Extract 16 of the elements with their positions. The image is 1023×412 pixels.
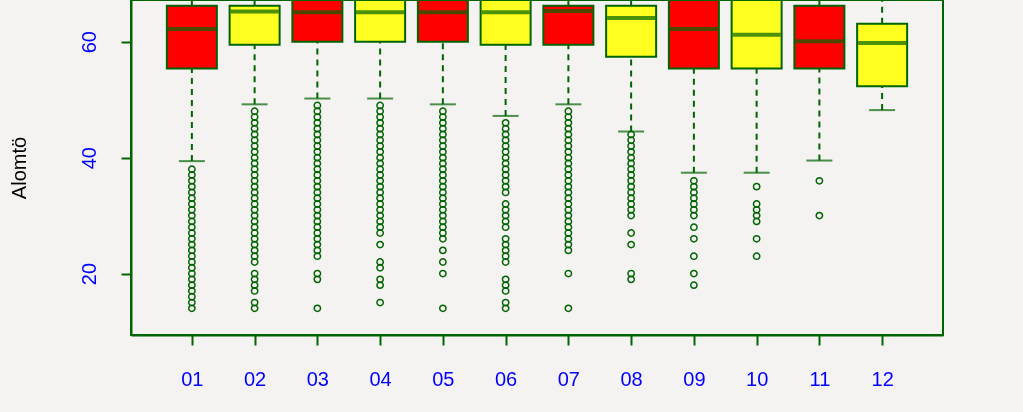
x-tick-label: 06 bbox=[495, 367, 518, 390]
y-axis-title: Alomtö bbox=[7, 136, 30, 200]
x-tick-label: 09 bbox=[683, 367, 706, 390]
y-tick-label: 20 bbox=[77, 262, 100, 286]
x-tick-label: 05 bbox=[432, 367, 455, 390]
x-tick-label: 04 bbox=[369, 367, 392, 390]
x-tick-label: 01 bbox=[181, 367, 204, 390]
x-tick-label: 03 bbox=[306, 367, 329, 390]
y-tick-label: 40 bbox=[77, 147, 100, 170]
x-tick-label: 10 bbox=[746, 367, 769, 390]
x-tick-label: 07 bbox=[557, 367, 580, 390]
y-tick-label: 60 bbox=[77, 31, 100, 54]
x-tick-label: 11 bbox=[809, 367, 831, 390]
x-tick-label: 02 bbox=[243, 367, 267, 390]
x-tick-label: 08 bbox=[620, 367, 643, 390]
x-tick-label: 12 bbox=[871, 367, 894, 390]
